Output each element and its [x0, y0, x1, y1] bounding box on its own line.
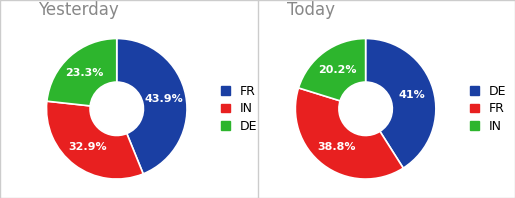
Text: 32.9%: 32.9% [68, 143, 107, 152]
Wedge shape [117, 39, 187, 174]
Text: 43.9%: 43.9% [145, 94, 184, 105]
Wedge shape [47, 39, 117, 106]
Text: 38.8%: 38.8% [317, 142, 355, 152]
Legend: FR, IN, DE: FR, IN, DE [218, 82, 260, 135]
Legend: DE, FR, IN: DE, FR, IN [468, 82, 509, 135]
Wedge shape [46, 101, 143, 179]
Wedge shape [296, 88, 403, 179]
Text: Today: Today [286, 1, 335, 19]
Text: Yesterday: Yesterday [38, 1, 118, 19]
Wedge shape [299, 39, 366, 101]
Wedge shape [366, 39, 436, 168]
Text: 20.2%: 20.2% [318, 65, 356, 75]
Text: 41%: 41% [399, 90, 425, 100]
Text: 23.3%: 23.3% [65, 68, 104, 78]
